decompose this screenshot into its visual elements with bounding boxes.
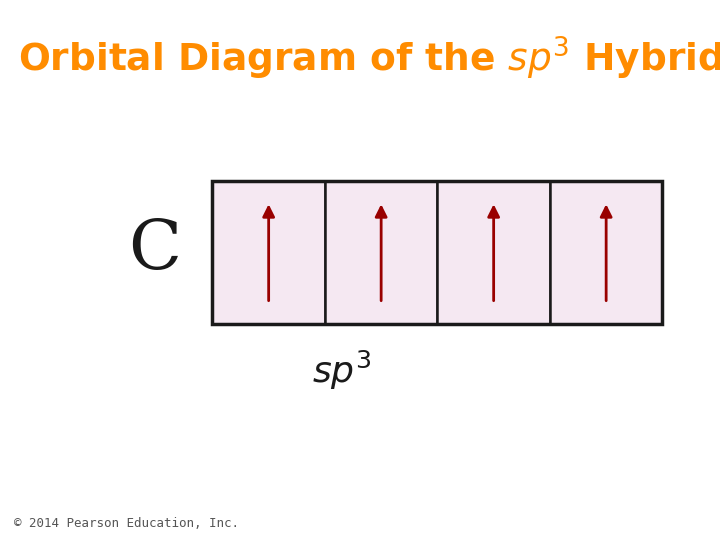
Bar — [438, 181, 550, 324]
Bar — [550, 181, 662, 324]
Text: $\mathit{sp}^3$: $\mathit{sp}^3$ — [312, 348, 372, 392]
Text: C: C — [128, 218, 181, 284]
Bar — [212, 181, 325, 324]
Text: © 2014 Pearson Education, Inc.: © 2014 Pearson Education, Inc. — [14, 517, 239, 530]
Text: Orbital Diagram of the $\mathit{sp}^3$ Hybridization of C: Orbital Diagram of the $\mathit{sp}^3$ H… — [18, 35, 720, 82]
Bar — [325, 181, 437, 324]
Bar — [212, 181, 662, 324]
